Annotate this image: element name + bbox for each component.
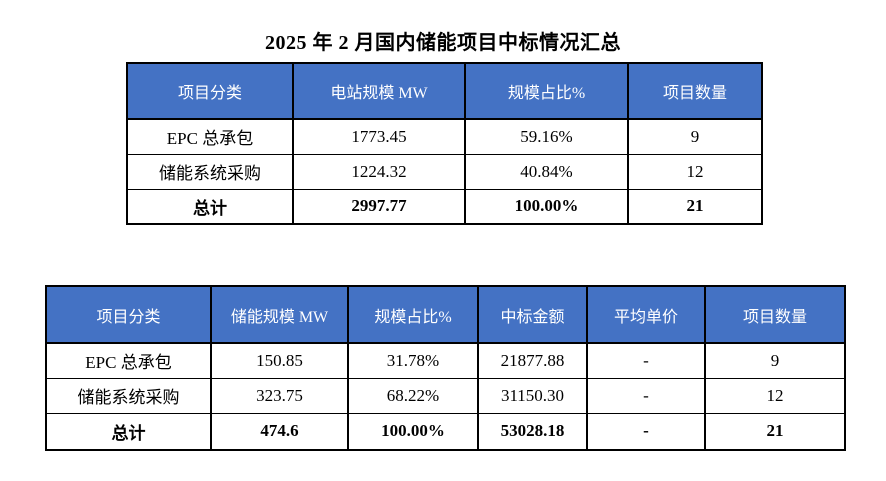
table-cell: EPC 总承包 bbox=[126, 118, 294, 155]
table-cell: 2997.77 bbox=[292, 188, 466, 225]
table-row-epc: EPC 总承包 1773.45 59.16% 9 bbox=[126, 118, 763, 155]
table-header-row: 项目分类 电站规模 MW 规模占比% 项目数量 bbox=[126, 62, 763, 120]
column-header-project-category: 项目分类 bbox=[126, 62, 294, 120]
table-cell: 21877.88 bbox=[477, 342, 588, 379]
column-header-project-count: 项目数量 bbox=[627, 62, 763, 120]
table-cell: 9 bbox=[627, 118, 763, 155]
column-header-average-price: 平均单价 bbox=[586, 285, 706, 344]
table-cell: 68.22% bbox=[347, 377, 479, 414]
table-cell: 53028.18 bbox=[477, 412, 588, 451]
table-cell-total-label: 总计 bbox=[126, 188, 294, 225]
table-cell: 100.00% bbox=[347, 412, 479, 451]
table-cell: 储能系统采购 bbox=[45, 377, 212, 414]
table-row-total: 总计 2997.77 100.00% 21 bbox=[126, 188, 763, 225]
storage-scale-amount-summary-table: 项目分类 储能规模 MW 规模占比% 中标金额 平均单价 项目数量 EPC 总承… bbox=[45, 285, 846, 451]
table-cell: 储能系统采购 bbox=[126, 153, 294, 190]
table-cell: 474.6 bbox=[210, 412, 349, 451]
table-cell: 59.16% bbox=[464, 118, 629, 155]
table-cell: 100.00% bbox=[464, 188, 629, 225]
table-cell: - bbox=[586, 412, 706, 451]
table-cell: 31150.30 bbox=[477, 377, 588, 414]
table-row-total: 总计 474.6 100.00% 53028.18 - 21 bbox=[45, 412, 846, 451]
table-row-ess-procurement: 储能系统采购 1224.32 40.84% 12 bbox=[126, 153, 763, 190]
page-title: 2025 年 2 月国内储能项目中标情况汇总 bbox=[265, 32, 621, 54]
table-cell: - bbox=[586, 377, 706, 414]
station-scale-summary-table: 项目分类 电站规模 MW 规模占比% 项目数量 EPC 总承包 1773.45 … bbox=[126, 62, 763, 225]
table-cell: 40.84% bbox=[464, 153, 629, 190]
column-header-scale-share: 规模占比% bbox=[347, 285, 479, 344]
table-row-ess-procurement: 储能系统采购 323.75 68.22% 31150.30 - 12 bbox=[45, 377, 846, 414]
column-header-project-category: 项目分类 bbox=[45, 285, 212, 344]
table-cell: 21 bbox=[627, 188, 763, 225]
column-header-bid-amount: 中标金额 bbox=[477, 285, 588, 344]
table-cell: 9 bbox=[704, 342, 846, 379]
column-header-scale-share: 规模占比% bbox=[464, 62, 629, 120]
table-cell-total-label: 总计 bbox=[45, 412, 212, 451]
table-cell: 150.85 bbox=[210, 342, 349, 379]
table-cell: 12 bbox=[627, 153, 763, 190]
table-cell: 31.78% bbox=[347, 342, 479, 379]
table-cell: 21 bbox=[704, 412, 846, 451]
table-cell: 12 bbox=[704, 377, 846, 414]
table-row-epc: EPC 总承包 150.85 31.78% 21877.88 - 9 bbox=[45, 342, 846, 379]
column-header-storage-scale-mw: 储能规模 MW bbox=[210, 285, 349, 344]
column-header-project-count: 项目数量 bbox=[704, 285, 846, 344]
table-cell: 1224.32 bbox=[292, 153, 466, 190]
table-cell: - bbox=[586, 342, 706, 379]
table-header-row: 项目分类 储能规模 MW 规模占比% 中标金额 平均单价 项目数量 bbox=[45, 285, 846, 344]
table-cell: EPC 总承包 bbox=[45, 342, 212, 379]
table-cell: 323.75 bbox=[210, 377, 349, 414]
column-header-station-scale-mw: 电站规模 MW bbox=[292, 62, 466, 120]
table-cell: 1773.45 bbox=[292, 118, 466, 155]
